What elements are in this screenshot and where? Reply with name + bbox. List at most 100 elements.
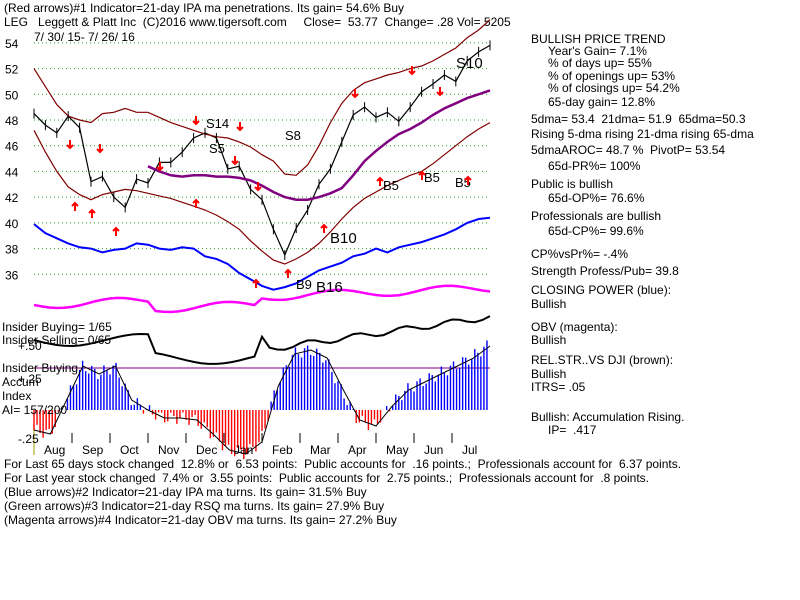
y-tick-label: 38	[5, 243, 19, 257]
cp-65d: 65d-CP%= 99.6%	[548, 224, 644, 238]
signal-b16: B16	[316, 279, 343, 296]
rising-dma: Rising 5-dma rising 21-dma rising 65-dma	[531, 127, 754, 141]
x-tick-label: Aug	[44, 443, 65, 457]
footer-65day-line: For Last 65 days stock changed 12.8% or …	[4, 457, 682, 471]
relstr-title: REL.STR..VS DJI (brown):	[531, 353, 674, 367]
accumulation-histogram	[33, 340, 488, 460]
accum-tick-label: +.50	[18, 339, 42, 353]
signal-b10: B10	[330, 230, 357, 247]
openings-up: % of openings up= 53%	[548, 69, 676, 83]
red-arrow-up	[320, 223, 328, 233]
x-tick-label: Feb	[272, 443, 293, 457]
red-arrow-down	[436, 87, 444, 97]
series-relative-strength	[33, 315, 491, 365]
red-arrow-up	[418, 170, 426, 180]
red-arrow-up	[88, 208, 96, 218]
ai-value: AI= 157/200	[2, 403, 68, 417]
y-tick-label: 50	[5, 88, 19, 102]
x-tick-label: Nov	[158, 443, 179, 457]
x-tick-label: Apr	[348, 443, 367, 457]
closing-power-title: CLOSING POWER (blue):	[531, 283, 672, 297]
op-65d: 65d-OP%= 76.6%	[548, 191, 645, 205]
signal-s10: S10	[456, 55, 483, 72]
red-arrow-down	[231, 156, 239, 166]
red-arrow-up	[192, 198, 200, 208]
x-tick-label: Jul	[462, 443, 477, 457]
x-tick-label: Jan	[234, 443, 253, 457]
series-upper-band	[33, 19, 491, 176]
red-arrow-down	[236, 122, 244, 132]
trend-title: BULLISH PRICE TREND	[531, 32, 666, 46]
red-arrow-up	[464, 175, 472, 185]
professionals-status: Professionals are bullish	[531, 209, 662, 223]
red-arrow-down	[156, 162, 164, 172]
obv-status: Bullish	[531, 333, 567, 347]
y-tick-label: 52	[5, 63, 19, 77]
x-tick-label: Dec	[196, 443, 217, 457]
x-tick-label: Mar	[310, 443, 331, 457]
strength-ratio: Strength Profess/Pub= 39.8	[531, 264, 679, 278]
red-arrow-down	[254, 182, 262, 192]
cp-vs-pr: CP%vsPr%= -.4%	[531, 247, 629, 261]
y-tick-label: 40	[5, 217, 19, 231]
header-ticker-line: LEG Leggett & Platt Inc (C)2016 www.tige…	[4, 15, 511, 29]
accum-label-3: Index	[2, 389, 32, 403]
signal-b5a: B5	[383, 178, 399, 193]
series-65-dma	[147, 89, 491, 201]
footer-year-line: For Last year stock changed 7.4% or 3.55…	[4, 471, 650, 485]
aroc-pivot: 5dmaAROC= 48.7 % PivotP= 53.54	[531, 143, 726, 157]
years-gain: Year's Gain= 7.1%	[548, 44, 647, 58]
insider-selling-text: Insider Selling= 0/65	[2, 333, 112, 347]
itrs-value: ITRS= .05	[531, 380, 586, 394]
relstr-status: Bullish	[531, 367, 567, 381]
insider-buying-text: Insider Buying= 1/65	[2, 320, 112, 334]
public-status: Public is bullish	[531, 177, 614, 191]
red-arrow-up	[112, 226, 120, 236]
chart-lines	[33, 19, 491, 455]
y-tick-label: 36	[5, 268, 19, 282]
obv-title: OBV (magenta):	[531, 320, 618, 334]
series-accum-index-line	[33, 345, 491, 455]
footer-blue-arrows: (Blue arrows)#2 Indicator=21-day IPA ma …	[4, 485, 367, 499]
signal-b9: B9	[296, 277, 312, 292]
y-tick-label: 48	[5, 114, 19, 128]
ip-value: IP= .417	[548, 423, 597, 437]
accum-tick-label: -.25	[18, 432, 39, 446]
red-arrow-up	[284, 268, 292, 278]
x-tick-label: Jun	[424, 443, 443, 457]
x-tick-label: Sep	[82, 443, 104, 457]
accum-tick-label: +.25	[18, 372, 42, 386]
red-arrow-up	[376, 176, 384, 186]
series-obv	[33, 284, 491, 314]
accum-label-1: Insider Buying	[2, 361, 79, 375]
series-lower-band	[33, 122, 491, 265]
accum-label-2: Accum	[2, 375, 39, 389]
days-up: % of days up= 55%	[548, 56, 652, 70]
signal-b5b: B5	[424, 170, 440, 185]
series-closing-power	[33, 216, 491, 291]
y-tick-label: 46	[5, 140, 19, 154]
red-arrow-down	[66, 140, 74, 150]
y-tick-label: 42	[5, 191, 19, 205]
red-arrow-down	[192, 116, 200, 126]
red-arrow-up	[252, 278, 260, 288]
signal-s14: S14	[206, 116, 229, 131]
red-arrow-down	[408, 66, 416, 76]
x-tick-label: Oct	[120, 443, 139, 457]
red-arrow-down	[96, 144, 104, 154]
dma-values: 5dma= 53.4 21dma= 51.9 65dma=50.3	[531, 112, 746, 126]
signal-s5: S5	[209, 141, 225, 156]
footer-green-arrows: (Green arrows)#3 Indicator=21-day RSQ ma…	[4, 499, 385, 513]
pr-65d: 65d-PR%= 100%	[548, 159, 641, 173]
accumulation-status: Bullish: Accumulation Rising.	[531, 410, 685, 424]
chart-gridlines	[33, 42, 490, 455]
signal-s8: S8	[285, 128, 301, 143]
y-tick-label: 54	[5, 37, 19, 51]
red-arrow-up	[71, 201, 79, 211]
chart-labels: 54 52 50 48 46 44 42 40 38 36 Aug Sep Oct Nov Dec Jan Fe…	[5, 37, 483, 457]
header-indicator-line: (Red arrows)#1 Indicator=21-day IPA ma p…	[4, 1, 404, 15]
y-tick-label: 44	[5, 165, 19, 179]
closings-up: % of closings up= 54.2%	[548, 81, 680, 95]
red-arrow-down	[351, 89, 359, 99]
